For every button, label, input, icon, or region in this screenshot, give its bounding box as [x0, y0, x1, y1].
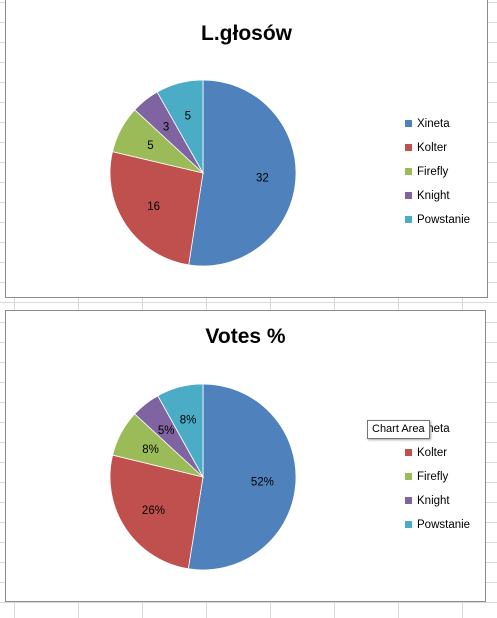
chart-votes-percent[interactable]: Votes % 52% 26% 8% 5% 8% Xineta Kolter Firefly…	[5, 310, 486, 602]
pie-slice-kolter[interactable]	[109, 151, 204, 266]
legend-label: Kolter	[417, 447, 448, 459]
pie-slice-xineta[interactable]	[187, 383, 297, 571]
legend-swatch	[405, 521, 412, 528]
legend-swatch	[405, 497, 412, 504]
data-label: 16	[147, 201, 160, 213]
legend-label: Knight	[417, 190, 450, 202]
data-label: 5%	[158, 425, 175, 437]
pie-slice-kolter[interactable]	[109, 454, 204, 570]
chart-votes-count[interactable]: L.głosów 32 16 5 3 5 Xineta Kolter Firefly Knig…	[5, 0, 488, 298]
chart-area-tooltip: Chart Area	[367, 420, 430, 439]
legend-swatch	[405, 216, 412, 223]
legend-label: Xineta	[417, 118, 450, 130]
legend-swatch	[405, 449, 412, 456]
data-label: 5	[147, 140, 153, 152]
legend-swatch	[405, 168, 412, 175]
chart-title: Votes %	[205, 325, 286, 348]
legend-label: Powstanie	[417, 214, 471, 226]
pie-plot: 52% 26% 8% 5% 8%	[109, 383, 297, 571]
pie-slice-powstanie[interactable]	[157, 383, 204, 479]
pie-slice-powstanie[interactable]	[156, 79, 204, 175]
data-label: 26%	[142, 505, 165, 517]
legend-swatch	[405, 192, 412, 199]
chart-title: L.głosów	[201, 22, 292, 45]
legend-label: Firefly	[417, 166, 449, 178]
data-label: 32	[256, 173, 269, 185]
data-label: 8%	[180, 414, 197, 426]
legend-label: Powstanie	[417, 519, 471, 531]
legend-swatch	[405, 473, 412, 480]
data-label: 5	[185, 110, 191, 122]
data-label: 3	[163, 121, 169, 133]
legend-swatch	[405, 120, 412, 127]
pie-slice-xineta[interactable]	[188, 79, 297, 267]
legend: Xineta Kolter Firefly Knight Powstanie	[405, 117, 485, 227]
data-label: 52%	[251, 477, 274, 489]
legend-label: Kolter	[417, 142, 448, 154]
data-label: 8%	[142, 444, 159, 456]
legend-label: Firefly	[417, 471, 449, 483]
legend-label: Knight	[417, 495, 450, 507]
legend-swatch	[405, 144, 412, 151]
